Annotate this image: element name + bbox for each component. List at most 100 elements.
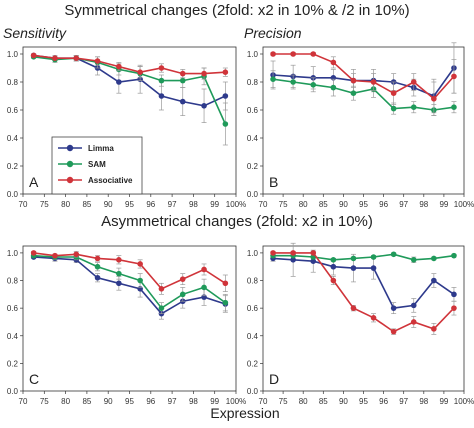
data-point <box>310 258 317 264</box>
data-point <box>410 319 417 325</box>
y-tick-label: 0.8 <box>7 78 19 87</box>
panel-b: 70 75 80 85 90 95 96 97 98 99 100% 0.0 0.2 0.4 0.6 0.8 1… <box>247 42 474 209</box>
series-line <box>273 257 455 309</box>
y-tick-label: 0.2 <box>247 162 259 171</box>
data-point <box>222 299 229 306</box>
y-tick-label: 1.0 <box>247 50 259 59</box>
series-line <box>33 54 226 107</box>
x-tick-label: 95 <box>359 397 368 406</box>
x-axis-label: Expression <box>210 405 279 421</box>
data-point <box>222 93 229 99</box>
x-tick-label: 75 <box>40 397 49 406</box>
data-point <box>290 257 296 263</box>
y-tick-label: 0.0 <box>247 190 259 199</box>
data-point <box>350 90 357 96</box>
data-point <box>116 63 122 70</box>
data-point <box>94 255 101 262</box>
x-tick-label: 97 <box>168 397 177 406</box>
x-tick-label: 99 <box>210 397 219 406</box>
data-point <box>370 315 377 321</box>
data-point <box>158 65 165 71</box>
data-point <box>158 305 165 311</box>
y-tick-label: 0.8 <box>247 78 259 87</box>
data-point <box>201 266 207 273</box>
series-associative <box>30 250 229 295</box>
data-point <box>158 93 165 99</box>
data-point <box>116 280 122 287</box>
data-point <box>201 284 207 291</box>
y-tick-label: 1.0 <box>7 249 19 258</box>
data-point <box>158 286 165 292</box>
data-point <box>270 250 276 256</box>
data-point <box>330 257 337 263</box>
data-point <box>451 291 457 298</box>
data-point <box>222 121 229 127</box>
series-associative <box>30 52 229 80</box>
data-point <box>451 73 457 80</box>
x-tick-label: 95 <box>125 200 134 209</box>
x-tick-label: 96 <box>146 397 155 406</box>
panel-c: 70 75 80 85 90 95 96 97 98 99 100% 0.0 0.2 0.4 0.6 0.8 1… <box>7 245 246 406</box>
data-point <box>410 104 417 110</box>
data-point <box>451 252 457 259</box>
panel-d: 70 75 80 85 90 95 96 97 98 99 100% 0.0 0.2 0.4 0.6 0.8 1… <box>247 242 474 406</box>
x-tick-label: 75 <box>40 200 49 209</box>
series-associative <box>270 51 457 116</box>
data-point <box>116 79 122 85</box>
data-point <box>94 58 101 64</box>
mid-title: Asymmetrical changes (2fold: x2 in 10%) <box>101 213 373 230</box>
y-tick-label: 0.4 <box>247 134 259 143</box>
data-point <box>52 55 58 61</box>
sensitivity-title: Sensitivity <box>3 25 67 41</box>
legend-item-sam: SAM <box>58 160 106 169</box>
data-point <box>222 280 229 287</box>
top-title: Symmetrical changes (2fold: x2 in 10% & … <box>64 2 409 19</box>
series-limma <box>270 242 457 315</box>
x-tick-label: 97 <box>399 397 408 406</box>
data-point <box>330 277 337 284</box>
series-sam <box>270 251 457 263</box>
series-sam <box>30 54 229 146</box>
x-tick-label: 80 <box>299 397 308 406</box>
data-point <box>52 252 58 259</box>
x-tick-label: 98 <box>419 200 428 209</box>
y-tick-label: 0.6 <box>7 304 19 313</box>
panel-letter: C <box>29 371 39 387</box>
series-line <box>272 78 455 111</box>
y-tick-label: 0.6 <box>247 304 259 313</box>
x-tick-label: 90 <box>339 397 348 406</box>
panel-letter: B <box>269 174 278 190</box>
x-tick-label: 95 <box>125 397 134 406</box>
series-line <box>33 252 226 290</box>
legend-box <box>51 136 143 195</box>
data-point <box>179 291 186 298</box>
x-tick-label: 100% <box>226 200 246 209</box>
data-point <box>390 328 397 335</box>
data-point <box>116 257 122 263</box>
x-tick-label: 75 <box>279 200 288 209</box>
data-point <box>370 254 377 260</box>
legend-marker <box>66 176 74 184</box>
series-line <box>273 53 455 100</box>
panel-a: 70 75 80 85 90 95 96 97 98 99 100% 0.0 0.2 0.4 0.6 0.8 1… <box>7 46 246 209</box>
x-tick-label: 98 <box>189 397 198 406</box>
x-tick-label: 85 <box>82 200 91 209</box>
series-line <box>273 252 455 333</box>
y-tick-label: 1.0 <box>7 50 19 59</box>
y-tick-label: 0.4 <box>247 332 259 341</box>
data-point <box>290 79 296 85</box>
x-tick-label: 97 <box>168 200 177 209</box>
panel-letter: A <box>29 174 39 190</box>
x-tick-label: 99 <box>439 397 448 406</box>
x-tick-label: 100% <box>226 397 246 406</box>
data-point <box>350 77 357 84</box>
x-tick-label: 99 <box>210 200 219 209</box>
data-point <box>290 250 296 256</box>
precision-title: Precision <box>244 25 302 41</box>
data-point <box>310 250 317 256</box>
x-tick-label: 80 <box>61 397 70 406</box>
series-line <box>33 254 226 310</box>
data-point <box>222 69 229 75</box>
series-line <box>33 256 226 315</box>
